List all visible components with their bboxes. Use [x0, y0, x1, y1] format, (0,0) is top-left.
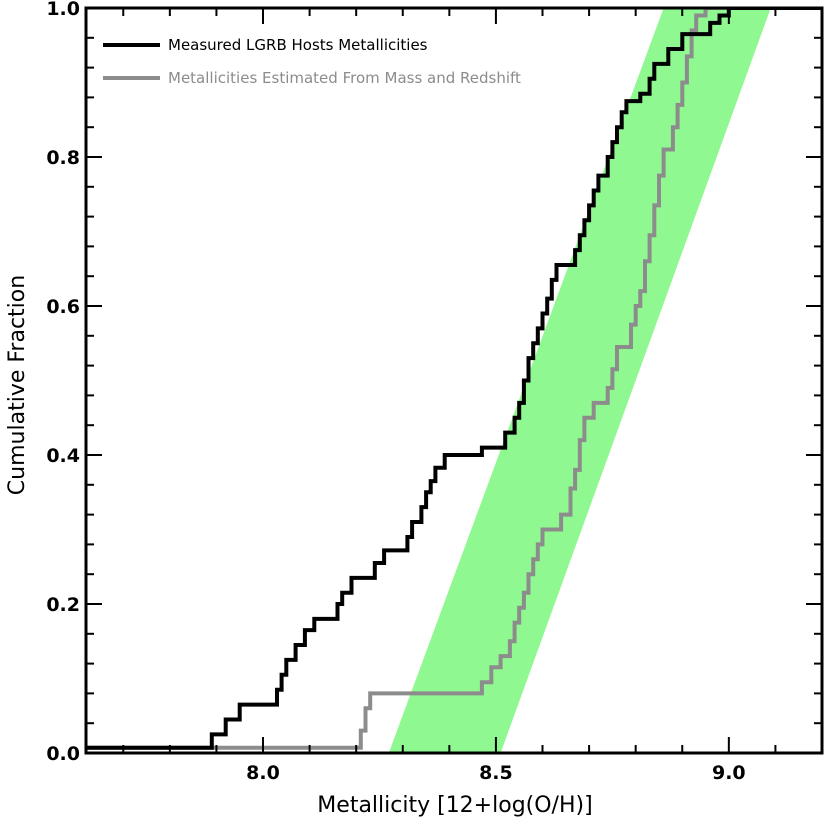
measured-metallicity-step-line	[86, 8, 822, 750]
x-tick-label: 9.0	[712, 762, 746, 784]
x-tick-label: 8.0	[246, 762, 280, 784]
series-layer	[86, 8, 822, 750]
y-tick-label: 0.0	[46, 743, 80, 765]
y-axis-title: Cumulative Fraction	[5, 275, 30, 495]
estimated-metallicity-step-line	[86, 8, 822, 750]
tick-layer	[86, 7, 823, 754]
legend-label: Measured LGRB Hosts Metallicities	[168, 36, 428, 54]
x-axis-title: Metallicity [12+log(O/H)]	[317, 793, 592, 818]
x-tick-label: 8.5	[479, 762, 513, 784]
legend-label: Metallicities Estimated From Mass and Re…	[168, 69, 521, 87]
confidence-band-layer	[388, 8, 771, 753]
y-tick-label: 0.6	[46, 296, 80, 318]
y-tick-label: 0.4	[46, 445, 80, 467]
y-tick-label: 0.8	[46, 147, 80, 169]
tick-label-layer: 8.0 8.5 9.0 0.0 0.2 0.4 0.6 0.8 1.0	[46, 0, 745, 784]
green-band	[388, 8, 771, 753]
y-tick-label: 1.0	[46, 0, 80, 20]
legend: Measured LGRB Hosts Metallicities Metalli…	[103, 36, 521, 87]
y-tick-label: 0.2	[46, 594, 80, 616]
plot-frame	[84, 6, 824, 755]
